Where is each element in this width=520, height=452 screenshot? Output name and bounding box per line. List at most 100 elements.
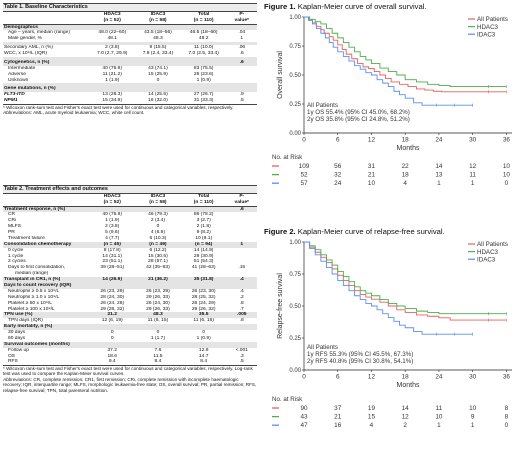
- cell-total: 14.7: [198, 353, 209, 359]
- cell-p-value: .6: [226, 206, 257, 213]
- header-idac3-label: IDAC3: [150, 12, 166, 18]
- table-row: Consolidation chemotherapy (n = 45) (n = 4…: [3, 241, 257, 248]
- cell-total: [180, 41, 227, 45]
- table-2-footnote-stats: * Wilcoxon rank-sum test and Fisher's ex…: [3, 366, 253, 377]
- cell-hdac3: 28 (24, 30): [100, 294, 125, 300]
- cell-hdac3: 40 (76.9): [102, 212, 122, 218]
- row-label: Neutrophil ≥ 0.5 x 10⁹/L: [8, 288, 60, 294]
- cell-total: 28 (25, 32): [191, 294, 216, 300]
- cell-hdac3: 48.1: [107, 36, 117, 42]
- table-row: Platelet ≥ 100 x 10⁹/L 29 (26, 32) 29 (26,…: [3, 306, 257, 312]
- header-total-label: Total: [197, 12, 210, 18]
- cell-hdac3: 1 (1.9): [105, 77, 120, 83]
- cell-total: [180, 59, 227, 66]
- table-row: [3, 41, 257, 45]
- x-tick-label: 12: [368, 137, 376, 144]
- cell-idac3: 43.5 (18–56): [144, 30, 172, 36]
- table-row: Secondary AML, n (%) 2 (3.8) 9 (15.5) 11 (1…: [3, 45, 257, 51]
- km-curve-idac3: [304, 241, 473, 335]
- risk-count: 2: [403, 422, 407, 429]
- cell-p-value: .5: [226, 359, 257, 367]
- risk-count: 12: [469, 163, 477, 170]
- risk-count: 11: [436, 405, 443, 412]
- cell-total: 11 (6, 16): [193, 318, 214, 324]
- y-tick-label: 0.50: [289, 73, 301, 79]
- cell-idac3: [135, 41, 181, 45]
- x-tick-label: 24: [435, 137, 443, 144]
- y-tick-label: 0.00: [289, 368, 301, 374]
- table-2-header-hdac3: HDAC3 (n = 52): [89, 193, 136, 207]
- figure-1-title: Figure 1. Kaplan-Meier curve of overall …: [264, 2, 518, 11]
- cell-idac3: 46 (79.3): [148, 212, 168, 218]
- row-label: [3, 83, 90, 87]
- cell-hdac3: 48.0 (22–60): [98, 30, 127, 36]
- legend-label: All Patients: [477, 241, 508, 248]
- cell-idac3: (n = 49): [135, 241, 181, 248]
- cell-p-value: 1: [240, 36, 244, 42]
- table-row: Cytogenetics, n (%) .6: [3, 59, 257, 66]
- risk-count: 13: [435, 172, 443, 179]
- table-row: Platelet ≥ 50 x 10⁹/L 26 (24, 28) 26 (24, …: [3, 301, 257, 307]
- header-hdac3-label: HDAC3: [103, 194, 121, 200]
- cell-idac3: [135, 282, 181, 289]
- header-idac3-n: (n = 58): [149, 17, 167, 23]
- x-tick-label: 30: [469, 374, 477, 381]
- table-row: Survival outcomes (months): [3, 341, 257, 348]
- cell-total: 26 (23, 30): [191, 288, 216, 294]
- cell-total: 14 (14.9): [193, 247, 214, 253]
- row-label: Male gender, %: [8, 36, 42, 42]
- cell-total: [180, 282, 227, 289]
- table-row: RFS 9.4 8.4 8.4.5: [3, 359, 257, 367]
- cell-hdac3: [89, 24, 136, 31]
- table-row: 2 cycles 23 (51.1) 28 (57.1) 51 (54.3): [3, 259, 257, 265]
- cell-hdac3: 23 (51.1): [102, 259, 122, 265]
- y-axis-label: Overall survival: [277, 51, 284, 99]
- risk-count: 0: [505, 180, 509, 187]
- cell-total: (n = 94): [180, 241, 227, 248]
- y-tick-label: 0.25: [289, 102, 301, 108]
- table-1-footnote-stats: * Wilcoxon rank-sum test and Fisher's ex…: [3, 104, 234, 110]
- row-label: WCC, x 10⁹/L (IQR): [4, 51, 47, 56]
- cell-idac3: [135, 324, 181, 330]
- cell-total: [180, 324, 227, 330]
- cell-idac3: 26 (24, 30): [146, 300, 170, 306]
- row-label: Early mortality, n (%): [3, 324, 90, 330]
- table-row: Adverse 11 (21.2) 15 (25.9) 26 (23.6): [3, 72, 257, 78]
- figure-2: Figure 2. Kaplan-Meier curve of relapse-…: [264, 227, 518, 449]
- risk-count: 10: [435, 414, 443, 421]
- row-label: CRi: [8, 218, 17, 224]
- risk-count: 12: [402, 414, 410, 421]
- cell-idac3: [135, 86, 181, 93]
- table-row: TPN days (IQR) 12 (6, 19) 11 (6, 15) 11 (6,…: [3, 318, 257, 324]
- cell-hdac3: 2 (3.8): [105, 45, 120, 51]
- table-1-body: Demographics Age – years, median (range) 4…: [3, 24, 257, 105]
- cell-p-value: .5: [226, 98, 257, 105]
- cell-idac3: 4 (6.9): [150, 230, 165, 235]
- y-tick-label: 1.00: [289, 15, 301, 21]
- row-label: Cytogenetics, n (%): [3, 59, 90, 66]
- cell-p-value: .8: [239, 318, 244, 324]
- cell-total: 26 (24, 29): [191, 300, 216, 306]
- cell-idac3: 15 (25.9): [148, 71, 168, 77]
- cell-idac3: 11.5: [153, 353, 163, 359]
- risk-count: 10: [368, 180, 376, 187]
- cell-hdac3: 37.2: [107, 347, 117, 353]
- risk-count: 31: [368, 163, 376, 170]
- table-1-footnote: * Wilcoxon rank-sum test and Fisher's ex…: [3, 105, 257, 116]
- cell-idac3: 2 (3.4): [150, 218, 165, 224]
- x-tick-label: 24: [435, 374, 443, 381]
- row-label: median (range): [15, 271, 49, 277]
- figure-2-chart: 0.000.250.500.751.000 6 12 18 24 30 36MonthsRe…: [272, 240, 512, 429]
- cell-idac3: 11 (6, 15): [147, 318, 169, 324]
- cell-total: 1 (0.9): [196, 77, 211, 83]
- table-row: Neutrophil ≥ 0.5 x 10⁹/L 26 (23, 29) 26 (2…: [3, 289, 257, 295]
- km-curve-idac3: [304, 16, 473, 106]
- cell-hdac3: [89, 341, 136, 348]
- risk-count: 43: [300, 414, 308, 421]
- risk-count: 9: [471, 414, 475, 421]
- x-axis-label: Months: [397, 145, 420, 152]
- risk-count: 1: [437, 422, 441, 429]
- row-label: Follow up: [8, 347, 29, 353]
- cell-p-value: .3: [239, 353, 244, 359]
- cell-total: [180, 86, 227, 93]
